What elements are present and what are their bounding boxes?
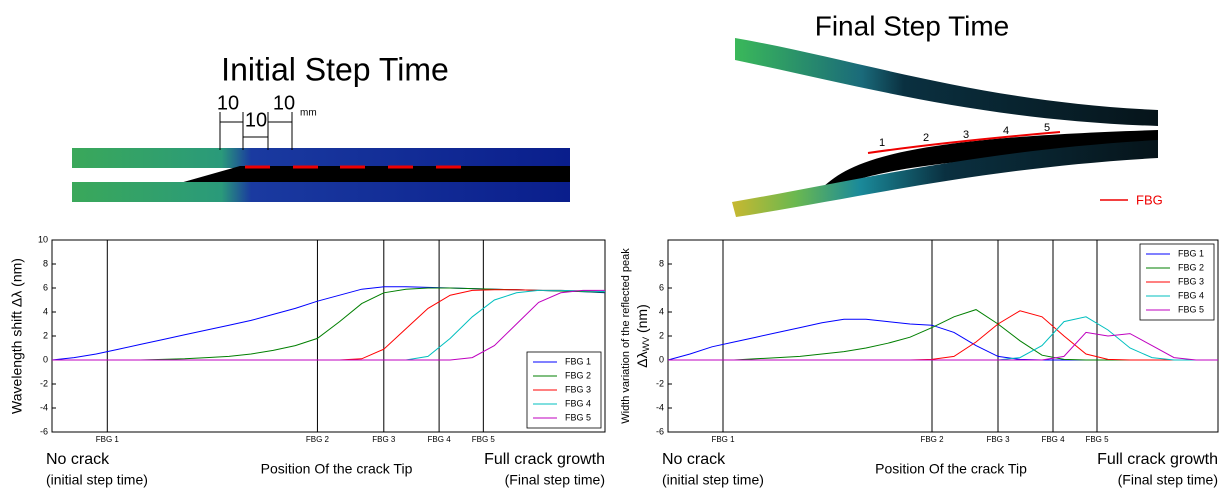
legend-label: FBG 2 [1178, 262, 1204, 272]
dimension-unit: mm [300, 108, 317, 119]
beam [72, 148, 570, 168]
dimension-label: 10 [273, 92, 295, 114]
initial-illustration: Initial Step Time 10 10 10 mm [72, 51, 570, 202]
legend-label: FBG 3 [1178, 276, 1204, 286]
x-axis-label: Position Of the crack Tip [261, 461, 413, 477]
series-line [668, 311, 1218, 360]
y-tick-label: -6 [40, 426, 48, 436]
start-note: No crack [46, 451, 110, 468]
series-line [668, 310, 1218, 360]
illustration-title: Initial Step Time [221, 51, 449, 87]
y-tick-label: 4 [659, 306, 664, 316]
end-note-sub: (Final step time) [505, 472, 605, 488]
y-tick-label: 4 [43, 306, 48, 316]
fbg-marker-label: FBG 5 [1085, 435, 1109, 444]
y-tick-label: -4 [40, 402, 48, 412]
start-note-sub: (initial step time) [662, 472, 764, 488]
dimension-label: 10 [245, 109, 267, 131]
fbg-marker-label: FBG 1 [711, 435, 735, 444]
y-axis-label: ΔλWV (nm) [634, 304, 652, 368]
legend-label: FBG 1 [565, 356, 591, 366]
y-tick-label: -2 [40, 378, 48, 388]
fbg-marker-label: FBG 4 [428, 435, 452, 444]
sensor-label: 4 [1003, 125, 1009, 137]
y-tick-label: -2 [656, 378, 664, 388]
legend-label: FBG 4 [565, 398, 591, 408]
legend-label: FBG 1 [1178, 248, 1204, 258]
y-tick-label: 8 [43, 258, 48, 268]
legend-label: FBG [1136, 192, 1163, 207]
fbg-marker-label: FBG 2 [920, 435, 944, 444]
y-axis-label-part: WV [641, 337, 651, 352]
series-line [52, 288, 605, 360]
sensor-label: 1 [879, 137, 885, 149]
y-axis-label-part: (nm) [634, 304, 650, 337]
series-line [668, 319, 1218, 360]
y-tick-label: -6 [656, 426, 664, 436]
x-axis-label: Position Of the crack Tip [875, 461, 1027, 477]
legend-label: FBG 5 [565, 412, 591, 422]
y-axis-label: Wavelength shift Δλ (nm) [9, 258, 25, 414]
legend-label: FBG 5 [1178, 304, 1204, 314]
end-note: Full crack growth [484, 451, 605, 468]
fbg-marker-label: FBG 4 [1041, 435, 1065, 444]
final-illustration: Final Step Time 1 2 3 4 5 FBG [732, 10, 1163, 217]
series-line [52, 287, 605, 360]
sensor-label: 5 [1044, 122, 1050, 134]
y-tick-label: 2 [659, 330, 664, 340]
fbg-marker-label: FBG 5 [472, 435, 496, 444]
plot-frame [668, 240, 1218, 432]
fbg-marker-label: FBG 2 [306, 435, 330, 444]
legend-label: FBG 4 [1178, 290, 1204, 300]
beam [72, 182, 570, 202]
legend-label: FBG 3 [565, 384, 591, 394]
legend-label: FBG 2 [565, 370, 591, 380]
y-tick-label: -4 [656, 402, 664, 412]
start-note: No crack [662, 451, 726, 468]
sensor-label: 2 [923, 132, 929, 144]
y-tick-label: 0 [43, 354, 48, 364]
figure: Initial Step Time 10 10 10 mm Final Step… [0, 0, 1225, 490]
crack-region [180, 166, 570, 183]
dimension-label: 10 [217, 92, 239, 114]
y-axis-label-part: Δλ [634, 351, 650, 367]
fbg-marker-label: FBG 3 [372, 435, 396, 444]
plot-frame [52, 240, 605, 432]
series-line [52, 290, 605, 360]
beam-upper [735, 38, 1158, 126]
y-tick-label: 6 [43, 282, 48, 292]
y-axis-label: Width variation of the reflected peak [620, 248, 632, 424]
y-tick-label: 8 [659, 258, 664, 268]
start-note-sub: (initial step time) [46, 472, 148, 488]
y-tick-label: 0 [659, 354, 664, 364]
y-tick-label: 10 [38, 234, 48, 244]
series-line [52, 290, 605, 360]
end-note-sub: (Final step time) [1118, 472, 1218, 488]
fbg-marker-label: FBG 1 [96, 435, 120, 444]
sensor-label: 3 [963, 129, 969, 141]
series-line [52, 290, 605, 360]
end-note: Full crack growth [1097, 451, 1218, 468]
fbg-marker-label: FBG 3 [986, 435, 1010, 444]
illustration-title: Final Step Time [815, 10, 1010, 41]
y-tick-label: 2 [43, 330, 48, 340]
series-line [668, 332, 1218, 360]
y-tick-label: 6 [659, 282, 664, 292]
